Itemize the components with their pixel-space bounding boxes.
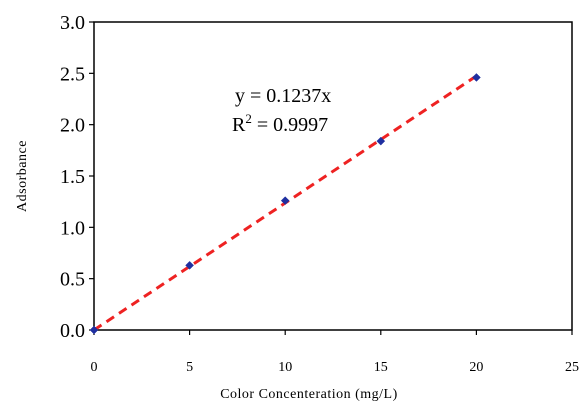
x-tick-label: 20	[469, 360, 483, 375]
y-tick-label: 2.5	[60, 63, 85, 85]
r-squared-value: = 0.9997	[252, 114, 328, 136]
r-squared-superscript: 2	[245, 111, 252, 126]
data-point	[89, 325, 99, 335]
x-axis-title: Color Concenteration (mg/L)	[220, 387, 398, 402]
data-point	[472, 73, 481, 82]
y-tick-label: 0.0	[60, 320, 85, 342]
data-point	[376, 136, 386, 146]
y-tick-label: 0.5	[60, 269, 85, 291]
x-axis: 0 5 10 15 20 25	[91, 330, 579, 375]
y-axis-title: Adsorbance	[15, 140, 30, 212]
x-tick-label: 0	[91, 360, 98, 375]
y-tick-label: 1.5	[60, 166, 85, 188]
x-tick-label: 15	[374, 360, 388, 375]
y-axis: 0.0 0.5 1.0 1.5 2.0 2.5 3.0	[60, 12, 94, 342]
data-point	[280, 196, 290, 205]
y-tick-label: 1.0	[60, 217, 85, 239]
data-points	[89, 73, 481, 335]
x-tick-label: 25	[565, 360, 579, 375]
data-point	[185, 260, 194, 270]
x-tick-label: 5	[186, 360, 193, 375]
y-tick-label: 3.0	[60, 12, 85, 34]
plot-area	[93, 21, 573, 331]
y-tick-label: 2.0	[60, 115, 85, 137]
r-squared-label: R	[232, 114, 246, 136]
equation-annotation: y = 0.1237x	[235, 85, 331, 107]
x-tick-label: 10	[278, 360, 292, 375]
r-squared-annotation: R2 = 0.9997	[232, 111, 328, 136]
